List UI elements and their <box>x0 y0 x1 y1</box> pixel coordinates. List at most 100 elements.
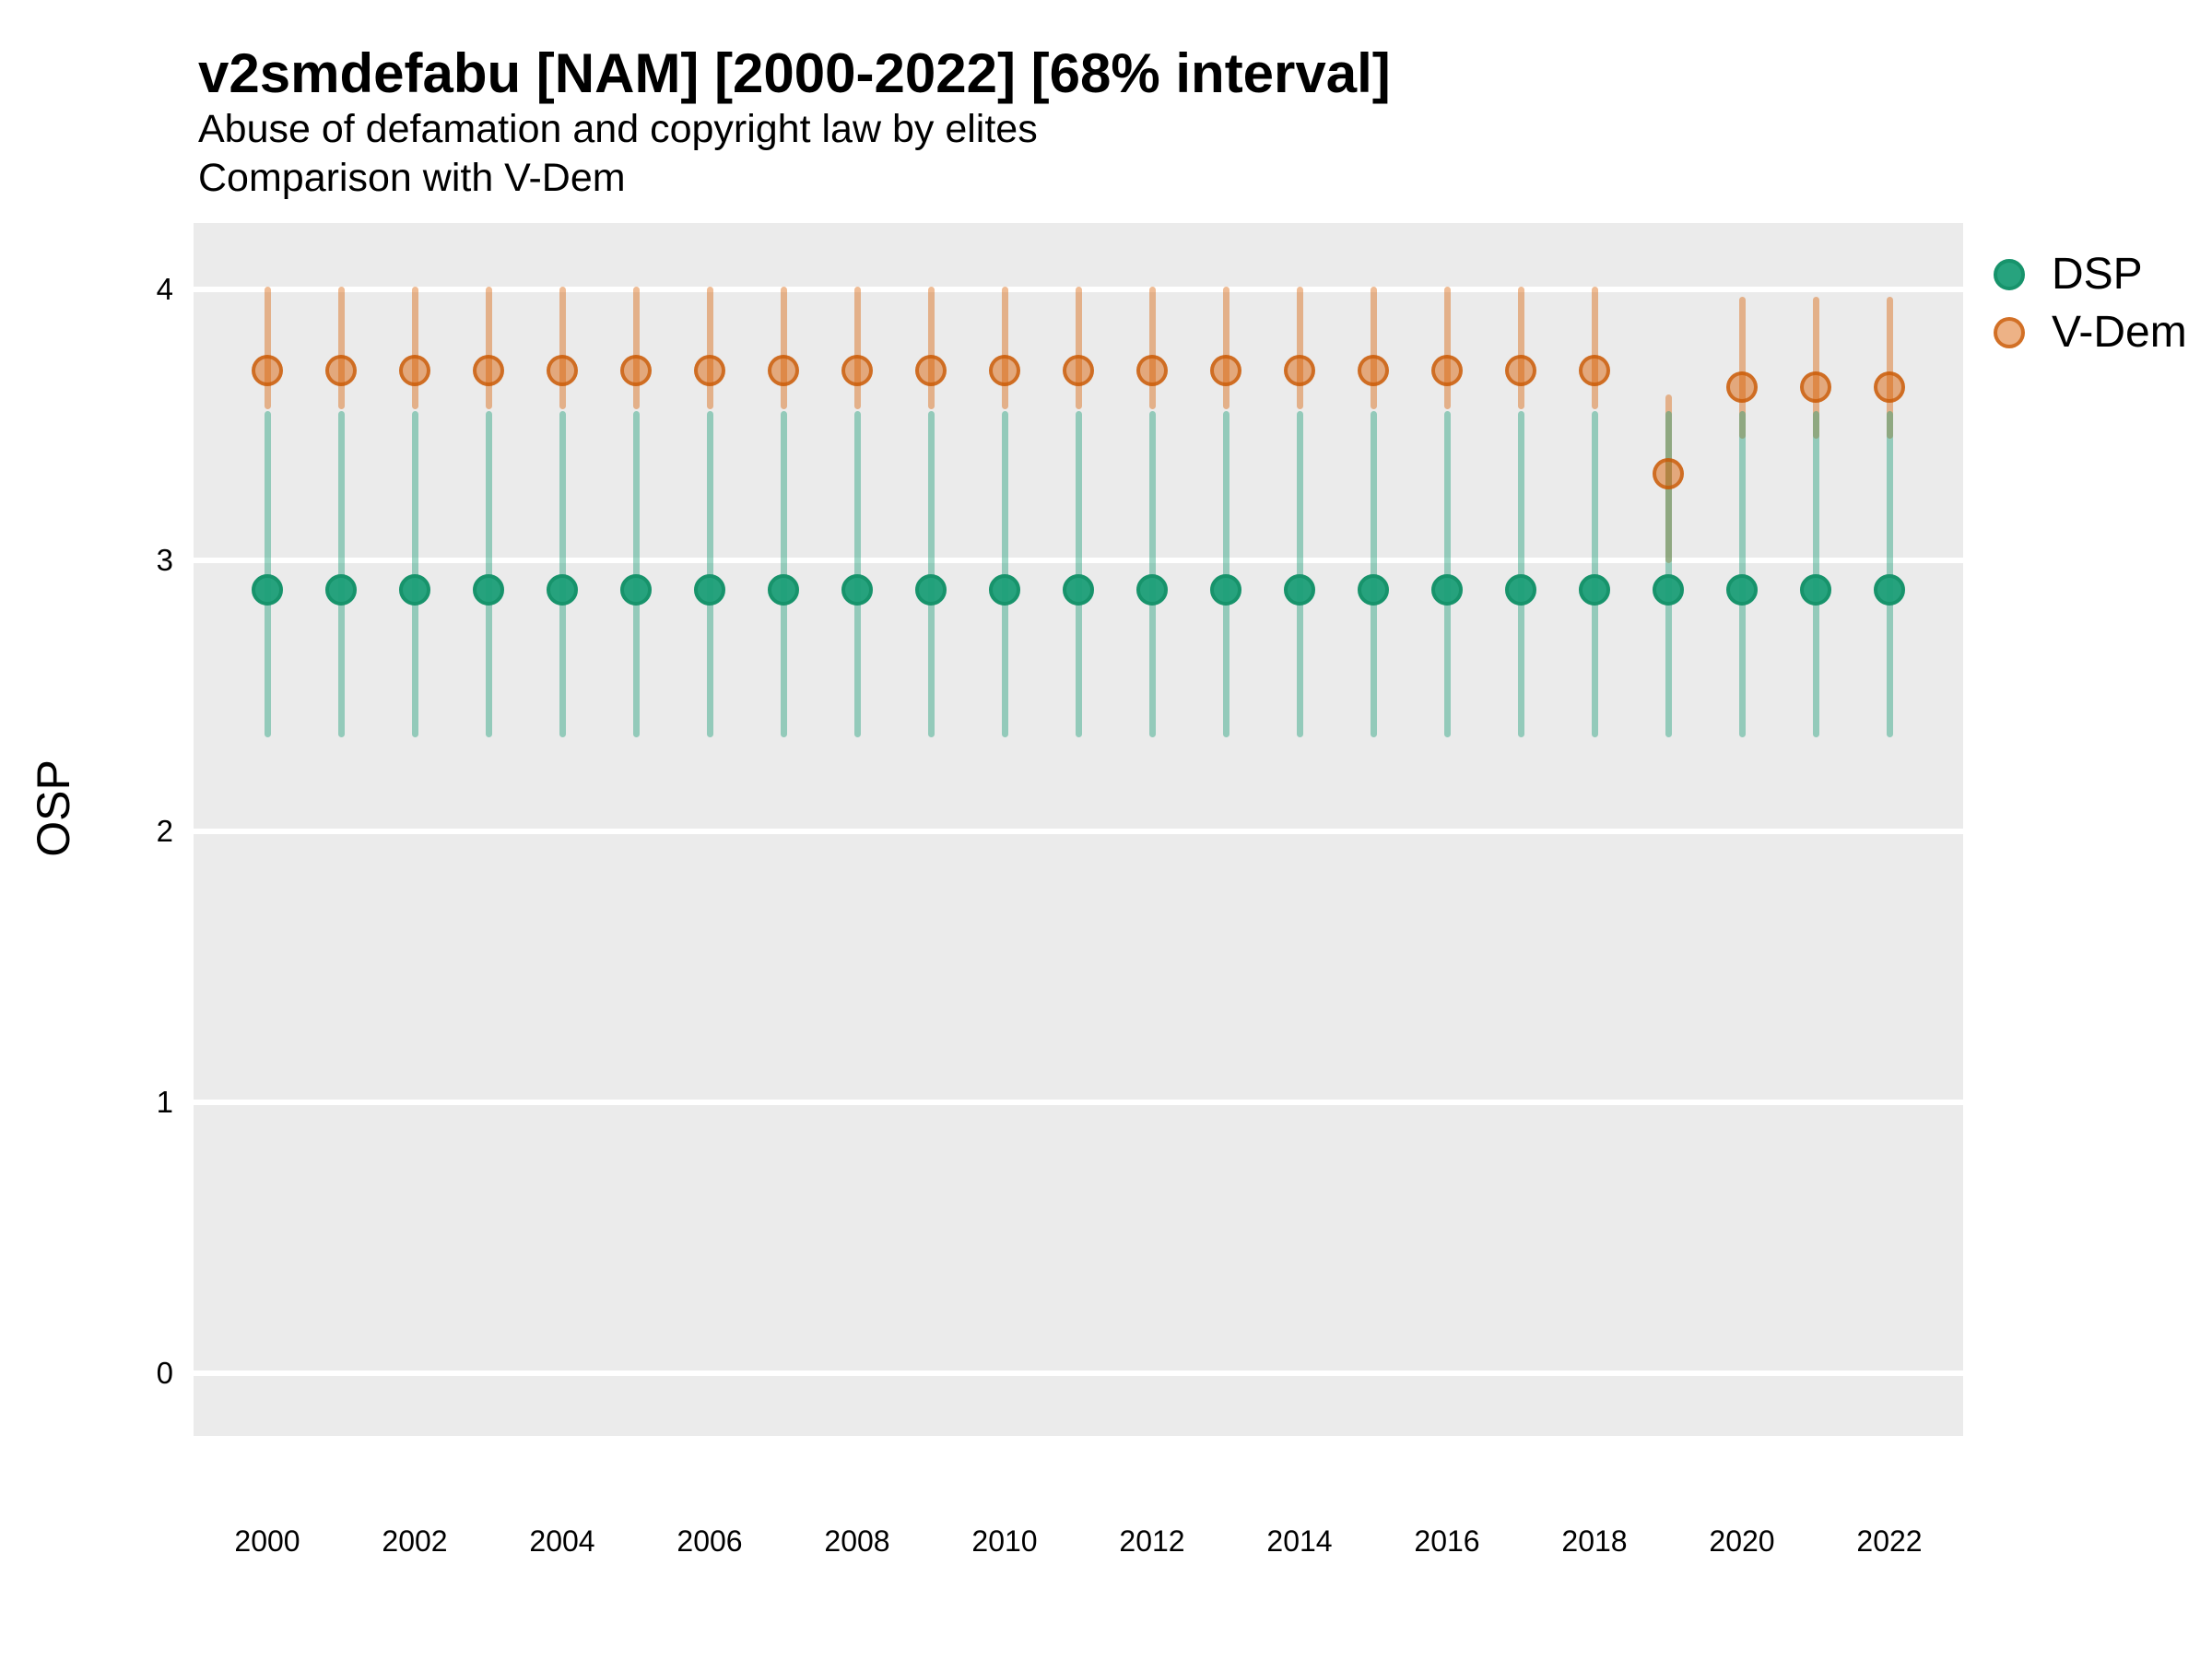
vdem-point-2008 <box>841 355 873 387</box>
dsp-interval-2014 <box>1296 410 1303 737</box>
vdem-interval-2003 <box>485 286 492 409</box>
vdem-point-2019 <box>1653 457 1684 489</box>
dsp-interval-2006 <box>706 410 713 737</box>
y-tick-label-4: 4 <box>156 272 173 306</box>
y-tick-label-3: 3 <box>156 543 173 577</box>
x-tick-label-2022: 2022 <box>1856 1524 1923 1558</box>
dsp-interval-2019 <box>1665 410 1672 737</box>
dsp-interval-2016 <box>1443 410 1451 737</box>
dsp-interval-2022 <box>1886 410 1893 737</box>
x-tick-label-2016: 2016 <box>1414 1524 1480 1558</box>
x-tick-label-2004: 2004 <box>529 1524 595 1558</box>
dsp-point-2017 <box>1505 574 1536 606</box>
dsp-interval-2005 <box>632 410 640 737</box>
vdem-interval-2021 <box>1812 297 1819 440</box>
chart-subtitle-note: Comparison with V-Dem <box>198 156 626 200</box>
vdem-point-2022 <box>1874 371 1905 403</box>
vdem-interval-2001 <box>337 286 345 409</box>
plot-panel <box>194 223 1963 1436</box>
dsp-point-2001 <box>325 574 357 606</box>
vdem-interval-2007 <box>780 286 787 409</box>
x-tick-label-2014: 2014 <box>1266 1524 1333 1558</box>
vdem-interval-2009 <box>927 286 935 409</box>
gridline-y-4 <box>194 287 1963 292</box>
y-tick-label-1: 1 <box>156 1085 173 1119</box>
dsp-point-2000 <box>252 574 283 606</box>
vdem-interval-2014 <box>1296 286 1303 409</box>
vdem-interval-2010 <box>1001 286 1008 409</box>
dsp-interval-2000 <box>264 410 271 737</box>
vdem-interval-2018 <box>1591 286 1598 409</box>
vdem-interval-2000 <box>264 286 271 409</box>
dsp-point-2014 <box>1284 574 1315 606</box>
dsp-interval-2010 <box>1001 410 1008 737</box>
vdem-point-2004 <box>547 355 578 387</box>
chart-title: v2smdefabu [NAM] [2000-2022] [68% interv… <box>198 42 1391 104</box>
dsp-interval-2004 <box>559 410 566 737</box>
vdem-point-2020 <box>1726 371 1758 403</box>
x-tick-label-2018: 2018 <box>1561 1524 1628 1558</box>
dsp-point-2021 <box>1800 574 1831 606</box>
vdem-interval-2013 <box>1222 286 1230 409</box>
vdem-point-2003 <box>473 355 504 387</box>
vdem-interval-2002 <box>411 286 418 409</box>
dsp-interval-2020 <box>1738 410 1746 737</box>
chart-subtitle: Abuse of defamation and copyright law by… <box>198 107 1038 151</box>
vdem-point-2009 <box>915 355 947 387</box>
vdem-interval-2022 <box>1886 297 1893 440</box>
dsp-point-2010 <box>989 574 1020 606</box>
dsp-interval-2017 <box>1517 410 1524 737</box>
vdem-point-2012 <box>1136 355 1168 387</box>
vdem-point-2001 <box>325 355 357 387</box>
vdem-interval-2011 <box>1075 286 1082 409</box>
dsp-interval-2002 <box>411 410 418 737</box>
dsp-point-2004 <box>547 574 578 606</box>
dsp-interval-2015 <box>1370 410 1377 737</box>
dsp-point-2019 <box>1653 574 1684 606</box>
vdem-point-2010 <box>989 355 1020 387</box>
vdem-interval-2015 <box>1370 286 1377 409</box>
dsp-point-2007 <box>768 574 799 606</box>
dsp-point-2003 <box>473 574 504 606</box>
vdem-point-2021 <box>1800 371 1831 403</box>
dsp-point-2011 <box>1063 574 1094 606</box>
vdem-point-2011 <box>1063 355 1094 387</box>
dsp-point-2018 <box>1579 574 1610 606</box>
x-tick-label-2008: 2008 <box>824 1524 890 1558</box>
dsp-point-2016 <box>1431 574 1463 606</box>
y-tick-label-2: 2 <box>156 814 173 848</box>
x-tick-label-2012: 2012 <box>1119 1524 1185 1558</box>
dsp-interval-2001 <box>337 410 345 737</box>
dsp-interval-2021 <box>1812 410 1819 737</box>
vdem-point-2018 <box>1579 355 1610 387</box>
dsp-interval-2013 <box>1222 410 1230 737</box>
dsp-point-2015 <box>1358 574 1389 606</box>
vdem-point-2014 <box>1284 355 1315 387</box>
gridline-y-3 <box>194 558 1963 563</box>
vdem-point-2005 <box>620 355 652 387</box>
x-tick-label-2020: 2020 <box>1709 1524 1775 1558</box>
dsp-point-2008 <box>841 574 873 606</box>
vdem-point-2002 <box>399 355 430 387</box>
vdem-point-2015 <box>1358 355 1389 387</box>
vdem-interval-2004 <box>559 286 566 409</box>
x-tick-label-2000: 2000 <box>234 1524 300 1558</box>
vdem-point-2000 <box>252 355 283 387</box>
dsp-point-2013 <box>1210 574 1241 606</box>
dsp-interval-2003 <box>485 410 492 737</box>
vdem-interval-2020 <box>1738 297 1746 440</box>
vdem-interval-2008 <box>853 286 861 409</box>
vdem-interval-2016 <box>1443 286 1451 409</box>
legend-vdem-label: V-Dem <box>2052 308 2187 357</box>
gridline-y-0 <box>194 1371 1963 1376</box>
vdem-interval-2005 <box>632 286 640 409</box>
dsp-point-2009 <box>915 574 947 606</box>
vdem-point-2016 <box>1431 355 1463 387</box>
vdem-interval-2012 <box>1148 286 1156 409</box>
y-tick-label-0: 0 <box>156 1356 173 1390</box>
x-tick-label-2010: 2010 <box>971 1524 1038 1558</box>
dsp-interval-2008 <box>853 410 861 737</box>
gridline-y-2 <box>194 829 1963 834</box>
x-tick-label-2006: 2006 <box>677 1524 743 1558</box>
legend-dsp-icon <box>1994 259 2025 290</box>
